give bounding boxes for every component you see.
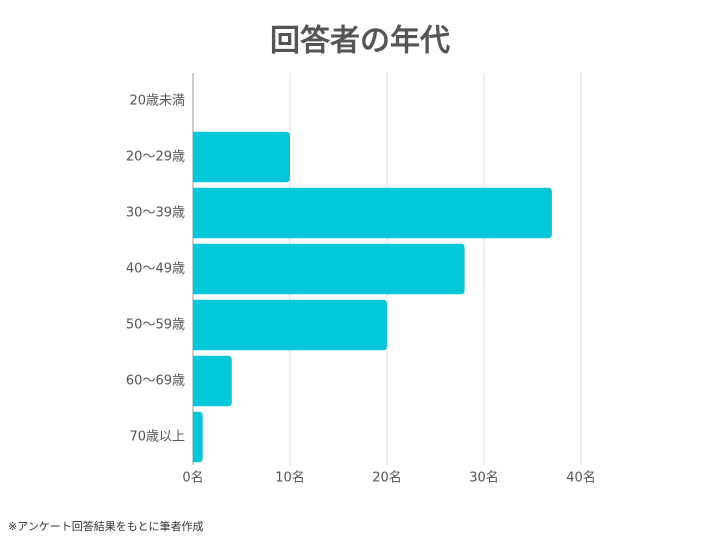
x-tick-label: 30名 [469,470,499,486]
bar [193,243,465,295]
y-tick-label: 50〜59歳 [126,318,185,333]
y-tick-label: 60〜69歳 [126,374,185,389]
y-tick-label: 30〜39歳 [126,206,185,221]
x-tick-label: 40名 [566,470,596,486]
y-tick-label: 20〜29歳 [126,150,185,165]
bar [193,355,232,407]
chart-title: 回答者の年代 [270,24,450,59]
source-note: ※アンケート回答結果をもとに筆者作成 [8,519,204,533]
x-tick-label: 10名 [275,470,305,486]
y-tick-label: 40〜49歳 [126,262,185,277]
bar [193,131,290,183]
x-tick-label: 0名 [182,470,203,486]
y-tick-label: 20歳未満 [129,94,185,109]
x-tick-label: 20名 [372,470,402,486]
y-tick-label: 70歳以上 [129,430,185,445]
bar [193,187,552,239]
bar [193,411,203,463]
bar [193,299,387,351]
